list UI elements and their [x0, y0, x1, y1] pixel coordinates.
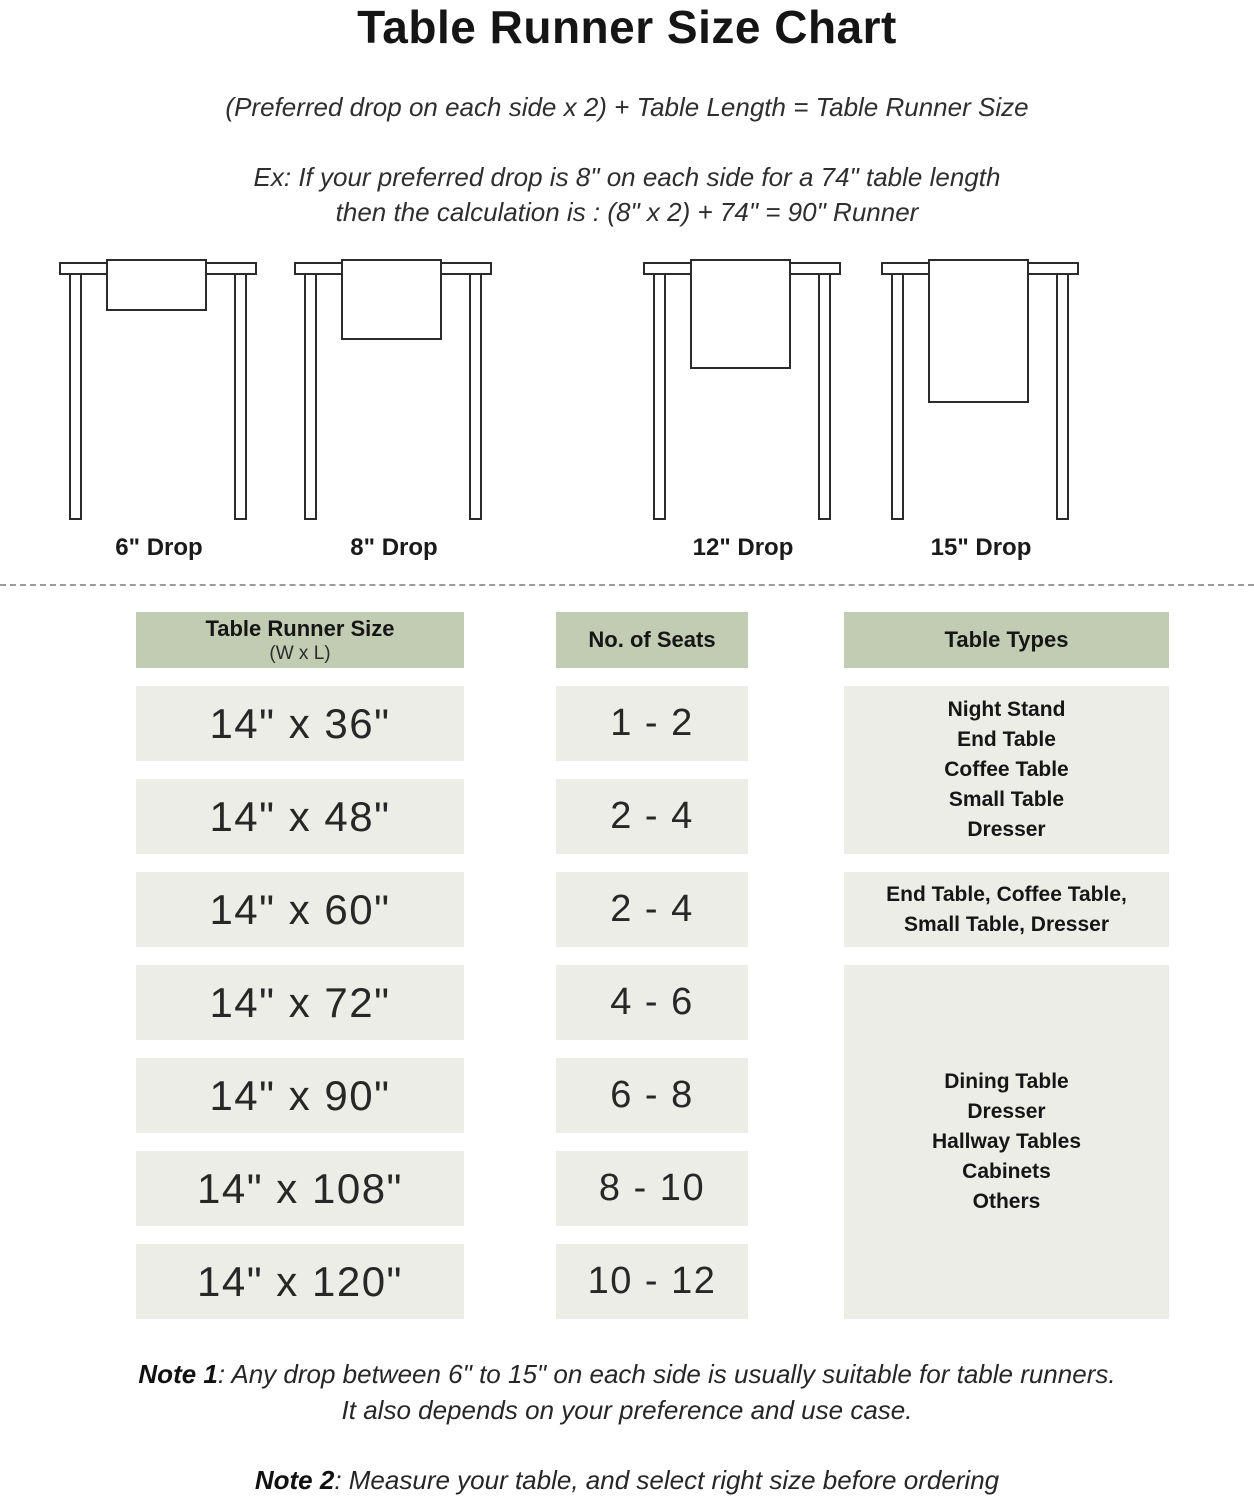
- table-leg-right: [234, 273, 247, 520]
- type-line: Small Table, Dresser: [903, 912, 1110, 936]
- note-1-label: Note 1: [138, 1359, 218, 1389]
- example-line-2: then the calculation is : (8" x 2) + 74"…: [335, 197, 919, 227]
- type-line: Small Table: [948, 788, 1065, 811]
- table-leg-left: [69, 273, 82, 520]
- table-runner: [341, 259, 442, 340]
- drop-label: 15" Drop: [930, 534, 1032, 561]
- table-leg-right: [1056, 273, 1069, 520]
- table-diagram-6-drop: 6" Drop: [59, 255, 259, 565]
- type-line: End Table: [957, 728, 1056, 751]
- table-runner: [106, 259, 207, 311]
- size-cell: 14" x 36": [136, 686, 464, 761]
- seats-cell: 8 - 10: [556, 1151, 748, 1226]
- size-cell: 14" x 90": [136, 1058, 464, 1133]
- table-types-cell-large: Dining Table Dresser Hallway Tables Cabi…: [844, 965, 1169, 1319]
- table-leg-right: [469, 273, 482, 520]
- size-cell: 14" x 108": [136, 1151, 464, 1226]
- seats-cell: 1 - 2: [556, 686, 748, 761]
- size-cell: 14" x 72": [136, 965, 464, 1040]
- column-header-table-types: Table Types: [844, 612, 1169, 668]
- type-line: Dresser: [967, 1100, 1046, 1123]
- type-line: Dresser: [967, 818, 1046, 841]
- column-seats: No. of Seats 1 - 2 2 - 4 2 - 4 4 - 6 6 -…: [556, 612, 748, 1319]
- table-diagram-8-drop: 8" Drop: [294, 255, 494, 565]
- page-title: Table Runner Size Chart: [357, 1, 897, 53]
- runner-size-formula: (Preferred drop on each side x 2) + Tabl…: [225, 92, 1029, 122]
- column-runner-size: Table Runner Size (W x L) 14" x 36" 14" …: [136, 612, 464, 1319]
- drop-label: 12" Drop: [692, 534, 794, 561]
- table-leg-left: [653, 273, 666, 520]
- header-title: Table Types: [944, 627, 1069, 652]
- seats-cell: 2 - 4: [556, 872, 748, 947]
- type-line: Coffee Table: [944, 758, 1069, 781]
- header-subtitle: (W x L): [269, 642, 331, 664]
- type-line: Others: [972, 1190, 1041, 1213]
- header-title: Table Runner Size: [205, 615, 395, 641]
- column-table-types: Table Types Night Stand End Table Coffee…: [844, 612, 1169, 1319]
- type-line: Hallway Tables: [931, 1130, 1081, 1153]
- drop-diagrams: 6" Drop 8" Drop 12" Drop 15" Drop: [0, 255, 1254, 565]
- type-line: End Table, Coffee Table,: [886, 882, 1127, 906]
- type-line: Dining Table: [944, 1070, 1069, 1093]
- seats-cell: 10 - 12: [556, 1244, 748, 1319]
- table-diagram-12-drop: 12" Drop: [643, 255, 843, 565]
- formula-example: Ex: If your preferred drop is 8" on each…: [0, 160, 1254, 230]
- size-cell: 14" x 120": [136, 1244, 464, 1319]
- dashed-divider: [0, 584, 1254, 586]
- drop-label: 6" Drop: [115, 534, 203, 561]
- type-line: Night Stand: [947, 698, 1066, 721]
- table-leg-left: [304, 273, 317, 520]
- table-types-cell-small: Night Stand End Table Coffee Table Small…: [844, 686, 1169, 854]
- seats-cell: 6 - 8: [556, 1058, 748, 1133]
- note-2-text: : Measure your table, and select right s…: [334, 1465, 1000, 1495]
- size-cell: 14" x 48": [136, 779, 464, 854]
- type-line: Cabinets: [962, 1160, 1051, 1183]
- seats-cell: 4 - 6: [556, 965, 748, 1040]
- column-header-seats: No. of Seats: [556, 612, 748, 668]
- size-cell: 14" x 60": [136, 872, 464, 947]
- header-title: No. of Seats: [588, 627, 716, 652]
- table-diagram-15-drop: 15" Drop: [881, 255, 1081, 565]
- table-types-cell-medium: End Table, Coffee Table, Small Table, Dr…: [844, 872, 1169, 947]
- table-leg-left: [891, 273, 904, 520]
- table-runner: [928, 259, 1029, 403]
- seats-cell: 2 - 4: [556, 779, 748, 854]
- note-1-line-1: Note 1: Any drop between 6" to 15" on ea…: [0, 1356, 1254, 1392]
- drop-label: 8" Drop: [350, 534, 438, 561]
- example-line-1: Ex: If your preferred drop is 8" on each…: [253, 162, 1001, 192]
- note-1-text: : Any drop between 6" to 15" on each sid…: [217, 1359, 1116, 1389]
- column-header-runner-size: Table Runner Size (W x L): [136, 612, 464, 668]
- table-leg-right: [818, 273, 831, 520]
- note-1-line-2: It also depends on your preference and u…: [341, 1395, 913, 1425]
- table-runner: [690, 259, 791, 369]
- note-1: Note 1: Any drop between 6" to 15" on ea…: [0, 1356, 1254, 1428]
- note-2-label: Note 2: [254, 1465, 335, 1495]
- note-2: Note 2: Measure your table, and select r…: [0, 1462, 1254, 1498]
